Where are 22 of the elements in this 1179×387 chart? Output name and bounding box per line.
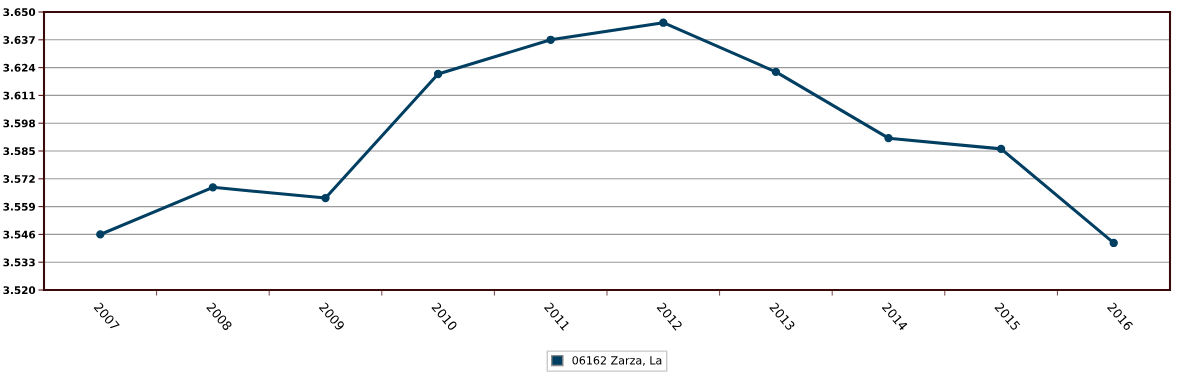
y-tick-label: 3.533 — [3, 258, 35, 267]
y-tick-label: 3.637 — [3, 36, 35, 44]
point — [433, 69, 443, 79]
y-tick-label: 3.520 — [3, 286, 36, 295]
point — [1109, 238, 1118, 248]
point — [659, 18, 668, 27]
point — [771, 67, 781, 77]
point — [321, 193, 330, 203]
y-tick-label: 3.546 — [3, 230, 36, 239]
y-tick-label: 3.624 — [3, 63, 36, 72]
point — [96, 230, 105, 239]
y-tick-label: 3.572 — [3, 175, 35, 183]
point — [884, 134, 893, 143]
point — [996, 144, 1006, 154]
y-tick-label: 3.650 — [3, 8, 36, 17]
y-tick-label: 3.559 — [3, 202, 35, 211]
y-tick-label: 3.611 — [3, 91, 35, 100]
point — [208, 183, 218, 192]
point — [546, 35, 555, 44]
y-tick-label: 3.598 — [3, 119, 36, 128]
y-tick-label: 3.585 — [3, 147, 35, 156]
legend-label: 06162 Zarza, La — [572, 356, 662, 366]
